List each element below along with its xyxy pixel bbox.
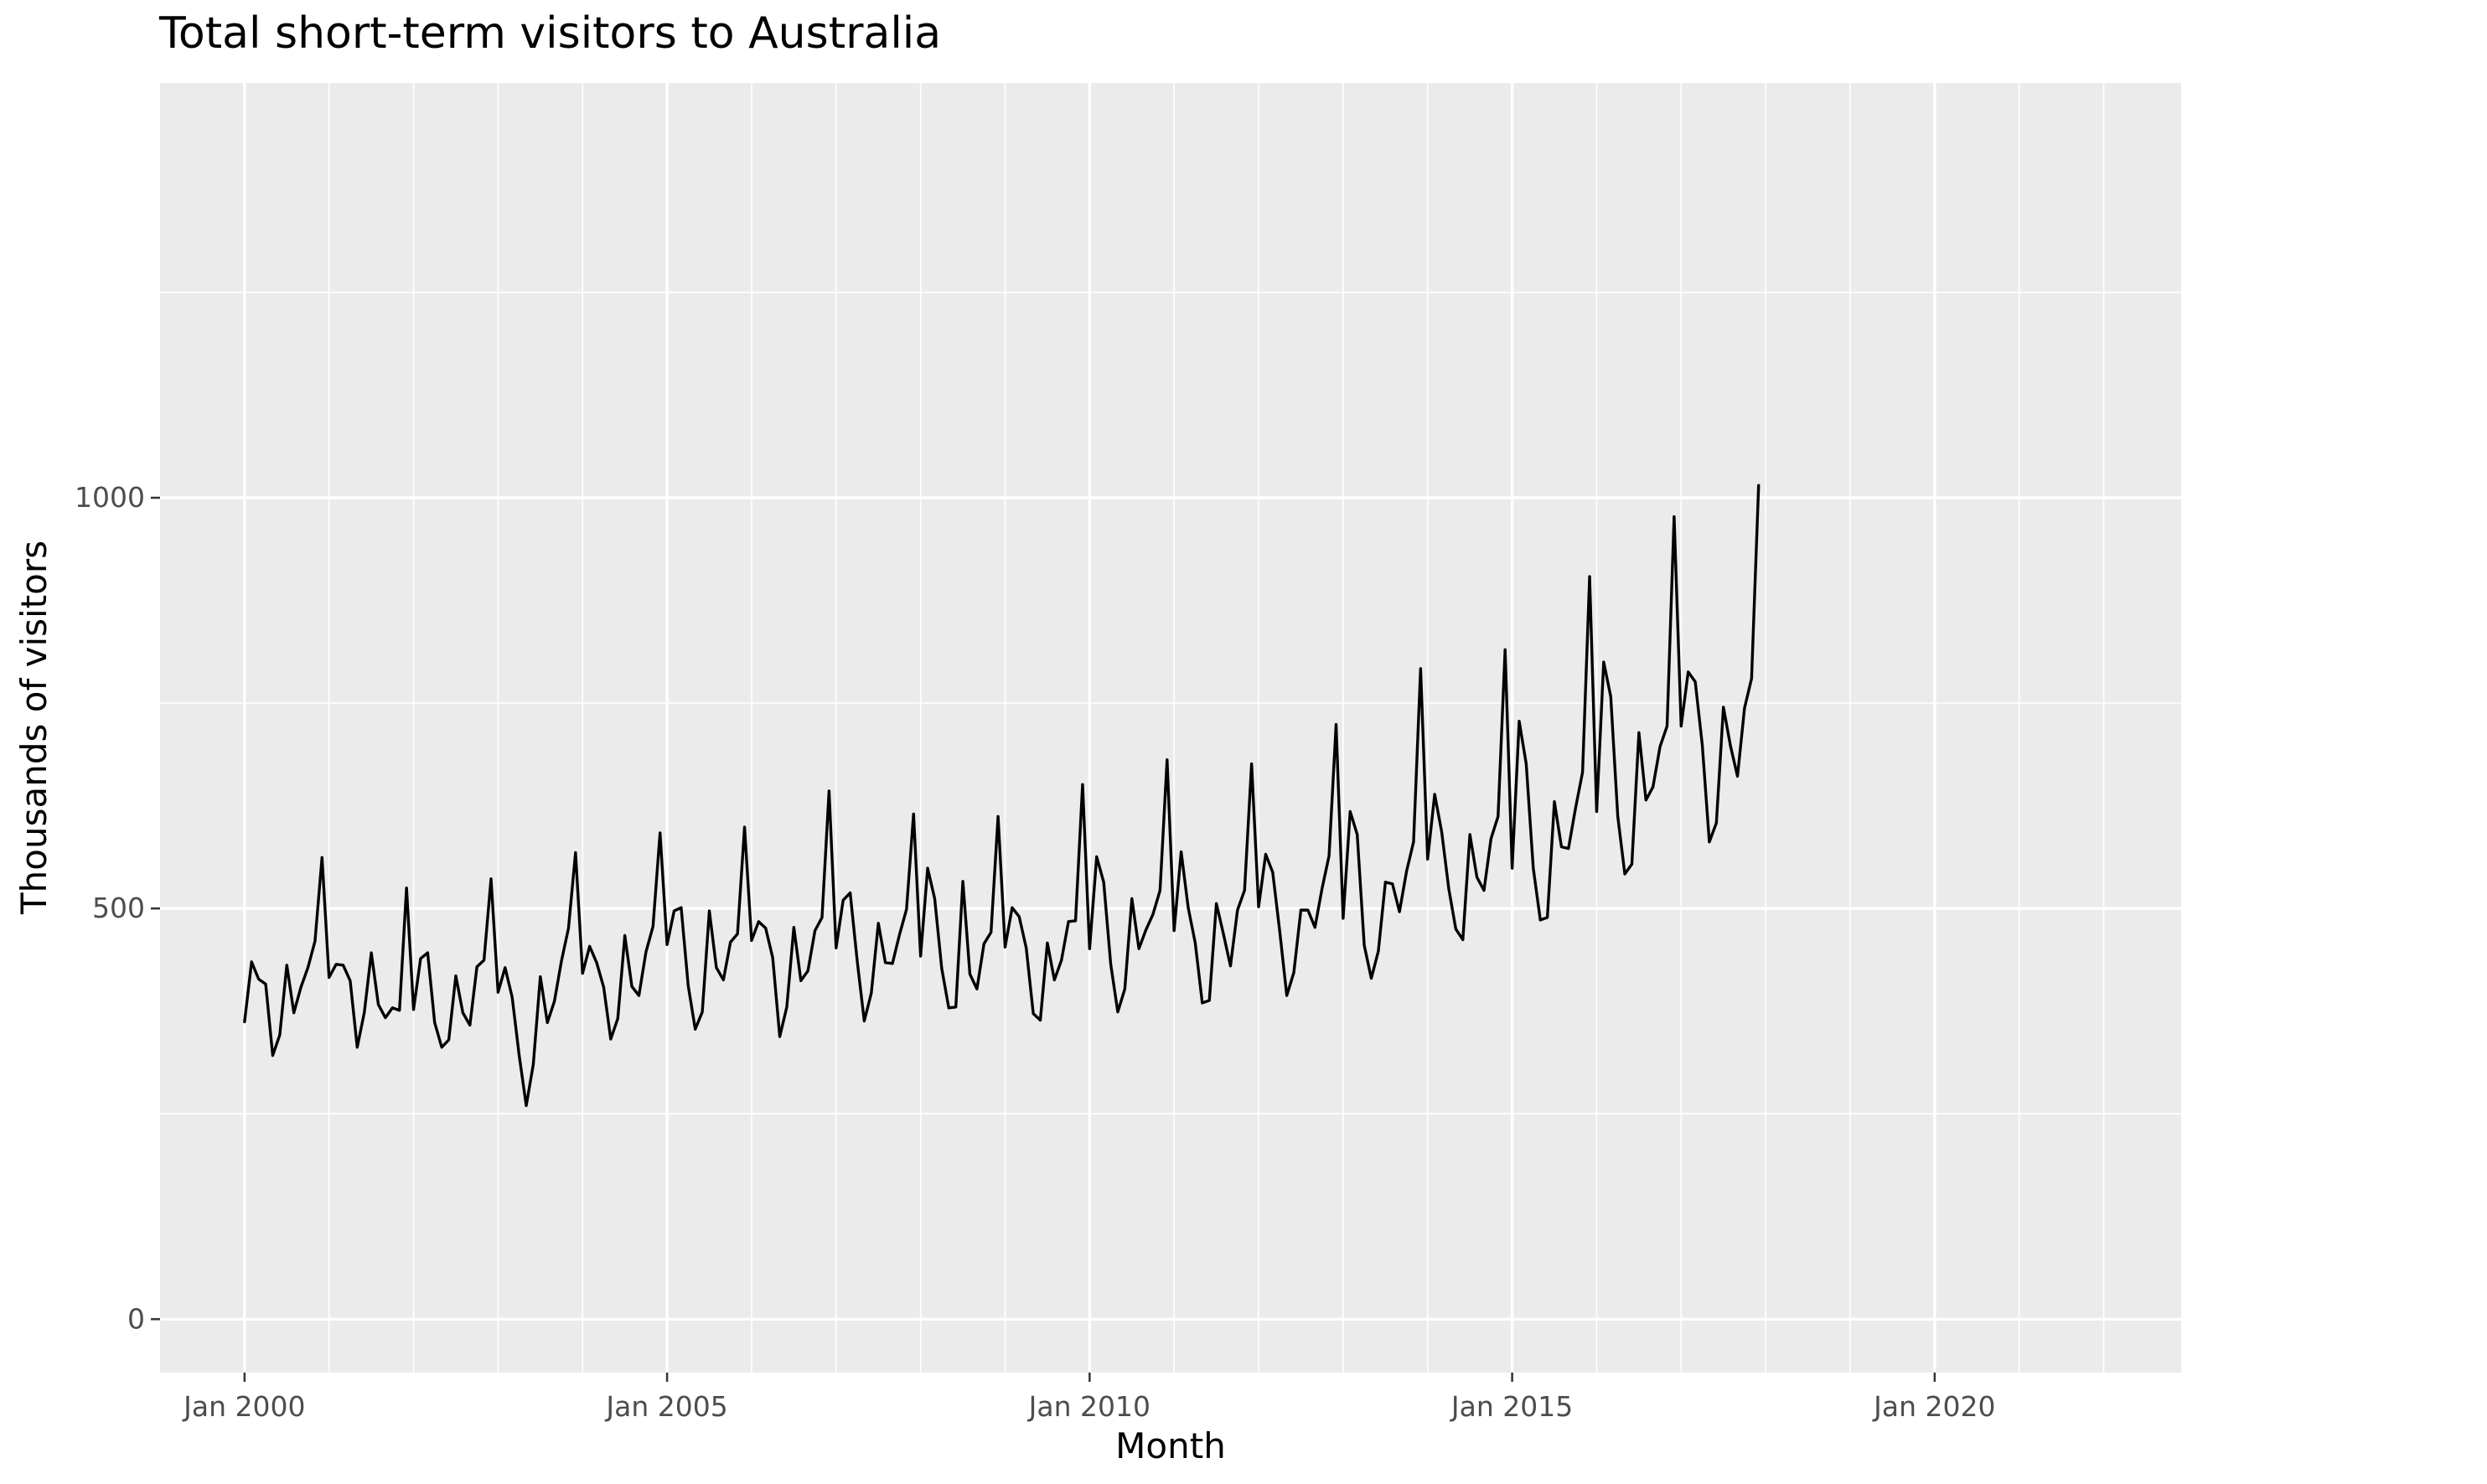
series-line [243, 483, 1761, 1108]
y-axis-title: Thousands of visitors [13, 540, 54, 915]
y-axis: 0 500 1000 [75, 481, 160, 1335]
y-tick-label: 1000 [75, 481, 145, 514]
x-axis: Jan 2000 Jan 2005 Jan 2010 Jan 2015 Jan 2020 [182, 1373, 1996, 1423]
plot-panel [160, 83, 2181, 1373]
y-tick-label: 500 [92, 892, 145, 924]
x-tick-label: Jan 2010 [1027, 1390, 1150, 1423]
chart-title: Total short-term visitors to Australia [158, 8, 941, 59]
x-tick-label: Jan 2015 [1450, 1390, 1573, 1423]
minor-gridlines [160, 83, 2181, 1373]
x-tick-label: Jan 2005 [604, 1390, 727, 1423]
major-gridlines [160, 83, 2181, 1373]
y-tick-label: 0 [127, 1302, 145, 1335]
x-axis-title: Month [1115, 1425, 1226, 1466]
x-tick-label: Jan 2000 [182, 1390, 305, 1423]
x-tick-label: Jan 2020 [1872, 1390, 1995, 1423]
